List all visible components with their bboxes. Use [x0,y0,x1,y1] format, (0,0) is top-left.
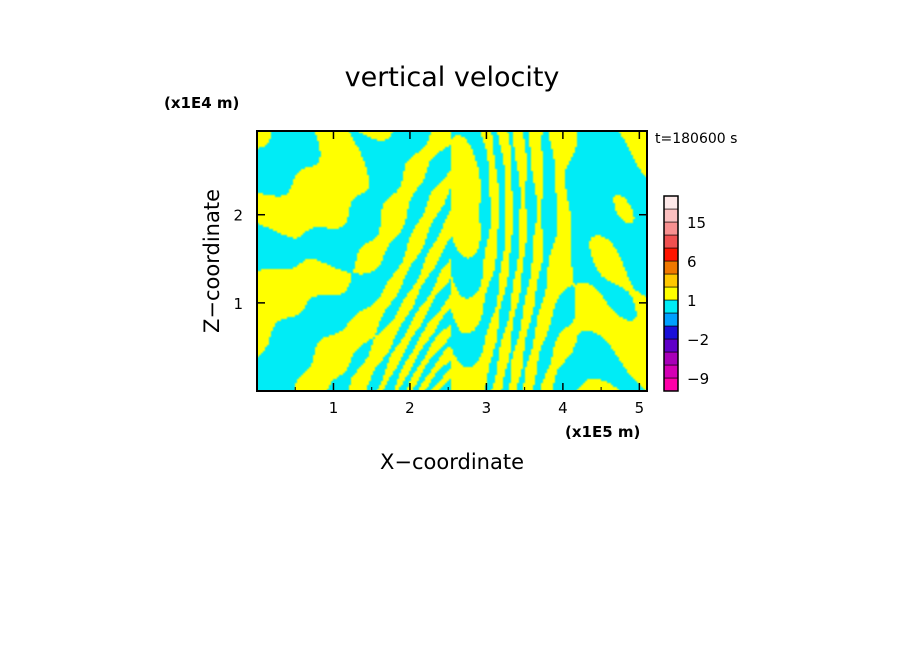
colorbar-swatch [663,195,679,210]
colorbar-swatch [663,234,679,249]
x-tick-label: 2 [405,399,415,417]
velocity-field-image [257,131,647,391]
x-axis-label: X−coordinate [380,450,524,474]
chart-title: vertical velocity [345,62,560,93]
x-unit-label: (x1E5 m) [565,423,640,441]
colorbar-swatch [663,286,679,301]
plot-frame [256,130,648,392]
colorbar-tick-label: −2 [687,331,709,349]
colorbar-swatch [663,377,679,392]
colorbar-frame [663,195,679,392]
colorbar-tick-label: −9 [687,370,709,388]
colorbar-swatch [663,208,679,223]
y-axis-ticks: 12 [233,207,647,313]
colorbar-swatch [663,260,679,275]
y-tick-label: 2 [233,207,243,225]
x-axis-ticks: 1 2 3 4 5 [294,131,645,417]
velocity-field [257,131,647,391]
colorbar-tick-label: 15 [687,214,706,232]
colorbar-swatch [663,364,679,379]
colorbar-swatch [663,247,679,262]
x-tick-label: 3 [482,399,492,417]
y-unit-label: (x1E4 m) [164,94,239,112]
time-label: t=180600 s [655,131,737,147]
y-tick-label: 1 [233,295,243,313]
colorbar-swatch [663,299,679,314]
colorbar-swatch [663,351,679,366]
colorbar-tick-label: 1 [687,292,697,310]
y-axis-label: Z−coordinate [200,189,224,333]
colorbar-swatch [663,325,679,340]
x-tick-label: 5 [635,399,645,417]
colorbar-swatch [663,273,679,288]
colorbar-swatch [663,312,679,327]
colorbar-swatch [663,338,679,353]
colorbar: −9 −2 1 6 15 [663,195,709,392]
colorbar-swatch [663,221,679,236]
x-tick-label: 1 [329,399,339,417]
x-tick-label: 4 [558,399,568,417]
colorbar-tick-label: 6 [687,253,697,271]
